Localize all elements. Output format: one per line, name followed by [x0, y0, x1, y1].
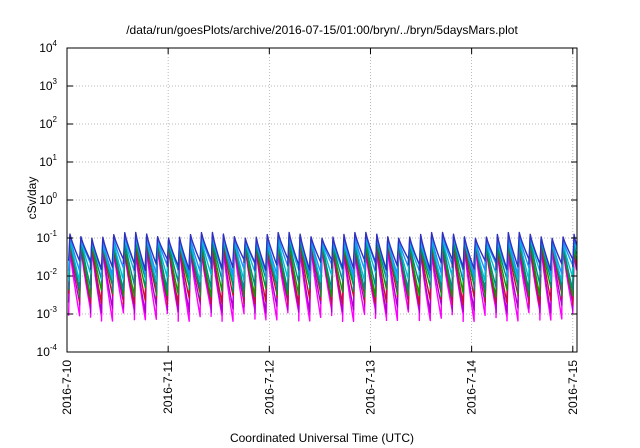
y-tick-label: 103	[39, 77, 57, 93]
plot-series	[67, 231, 578, 323]
y-tick-label: 10-1	[37, 229, 58, 245]
y-tick-label: 100	[39, 191, 57, 207]
y-tick-label: 102	[39, 115, 57, 131]
y-tick-label: 10-2	[37, 267, 58, 283]
x-tick-label: 2016-7-12	[262, 360, 276, 415]
x-tick-label: 2016-7-10	[60, 360, 74, 415]
y-tick-label: 10-4	[37, 343, 58, 359]
series-line	[67, 231, 578, 271]
x-tick-label: 2016-7-15	[566, 360, 580, 415]
y-tick-label: 101	[39, 153, 57, 169]
x-tick-label: 2016-7-11	[161, 360, 175, 414]
y-tick-marks: 10-4 10-3 10-2 10-1 100 101 102 103 104	[37, 39, 577, 359]
x-tick-label: 2016-7-14	[465, 360, 479, 415]
x-tick-marks: 2016-7-10 2016-7-11 2016-7-12 2016-7-13 2016…	[60, 48, 580, 415]
x-tick-label: 2016-7-13	[363, 360, 377, 415]
y-tick-label: 10-3	[37, 305, 58, 321]
y-tick-label: 104	[39, 39, 57, 55]
y-axis-label: cSv/day	[25, 177, 39, 220]
x-axis-label: Coordinated Universal Time (UTC)	[230, 431, 414, 445]
chart-title: /data/run/goesPlots/archive/2016-07-15/0…	[126, 23, 518, 37]
